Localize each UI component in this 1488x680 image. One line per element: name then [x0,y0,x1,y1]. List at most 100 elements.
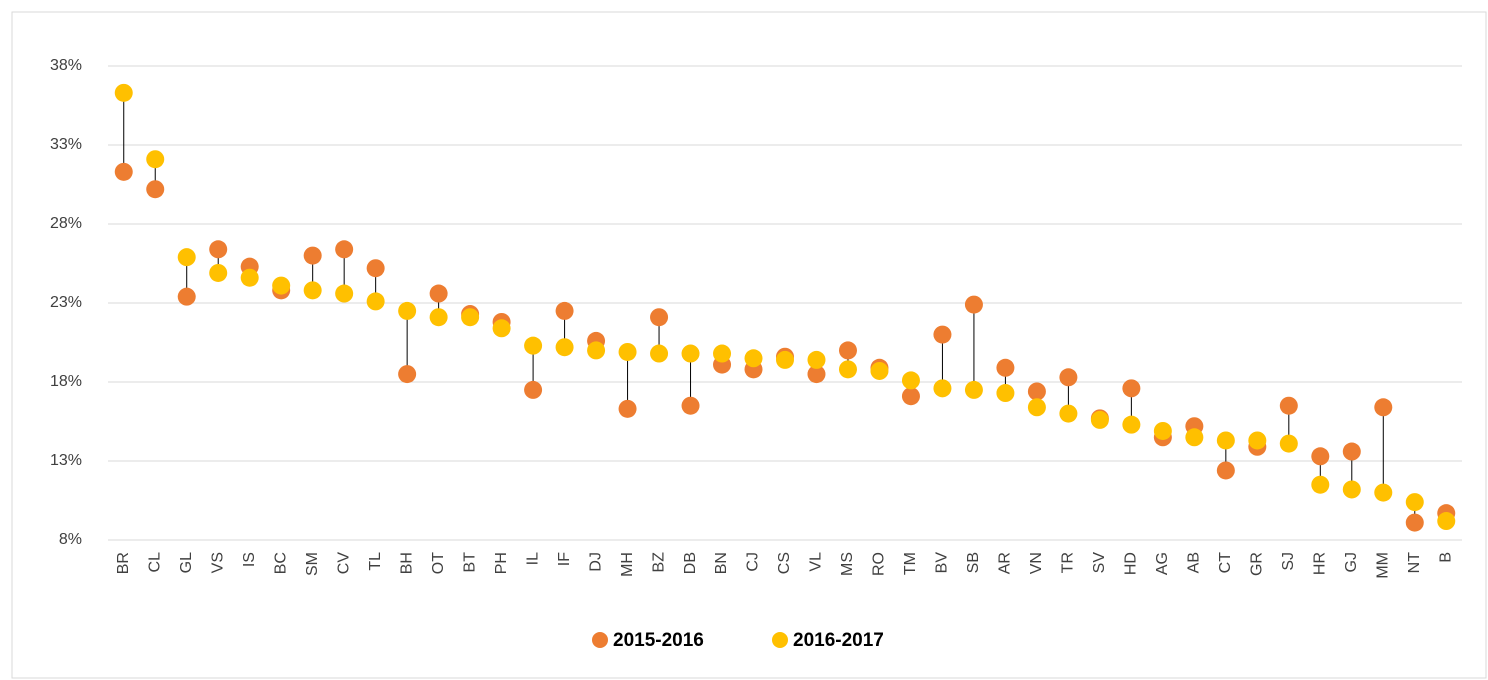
x-tick-label: VN [1028,552,1045,574]
y-tick-label: 13% [50,452,82,469]
dot [996,358,1015,377]
dot [114,162,133,181]
dot [870,361,889,380]
dot [1122,379,1141,398]
x-tick-label: PH [493,552,510,574]
dot [1342,480,1361,499]
x-tick-label: MH [619,552,636,577]
x-tick-label: TM [902,552,919,575]
dot [650,344,669,363]
x-tick-label: AG [1154,552,1171,575]
dot [901,387,920,406]
dot [681,344,700,363]
x-tick-label: AR [997,552,1014,574]
dot [555,338,574,357]
dot [1374,483,1393,502]
x-tick-label: VL [808,552,825,572]
dot [146,180,165,199]
dot [1405,513,1424,532]
x-tick-label: CV [335,552,352,575]
x-tick-label: GL [178,552,195,573]
dot [838,360,857,379]
dot [1122,415,1141,434]
x-tick-label: CL [146,552,163,573]
x-tick-label: GR [1249,552,1266,576]
x-tick-label: SB [965,552,982,573]
x-tick-label: SJ [1280,552,1297,571]
x-tick-label: AB [1186,552,1203,573]
dot [838,341,857,360]
x-tick-label: CT [1217,552,1234,574]
legend-marker [772,632,788,648]
y-tick-label: 8% [59,531,82,548]
dot [713,344,732,363]
dot [240,268,259,287]
x-tick-label: BR [115,552,132,574]
dot [1342,442,1361,461]
dot [398,365,417,384]
dot [335,284,354,303]
x-tick-label: VS [209,552,226,573]
dot [681,396,700,415]
x-tick-label: BC [272,552,289,574]
dot [177,248,196,267]
dot [964,380,983,399]
y-tick-label: 28% [50,215,82,232]
dot [933,379,952,398]
dot [303,246,322,265]
dot [1311,475,1330,494]
dot [524,336,543,355]
dot [1216,461,1235,480]
dot [1216,431,1235,450]
dot [303,281,322,300]
dot [996,384,1015,403]
dot [1027,382,1046,401]
legend-label: 2015-2016 [613,630,704,651]
x-tick-label: NT [1406,552,1423,574]
dot [1279,396,1298,415]
x-tick-label: DB [682,552,699,574]
x-tick-label: DJ [587,552,604,572]
dot [1090,410,1109,429]
x-tick-label: SM [304,552,321,576]
x-tick-label: GJ [1343,552,1360,572]
dot [1059,368,1078,387]
x-tick-label: MS [839,552,856,576]
dot [1405,493,1424,512]
x-tick-label: SV [1091,552,1108,574]
dot [1185,428,1204,447]
dot [429,284,448,303]
dot [335,240,354,259]
dot [146,150,165,169]
legend-marker [592,632,608,648]
dot [744,349,763,368]
x-tick-label: CJ [745,552,762,572]
x-tick-label: BZ [650,552,667,573]
dot [1059,404,1078,423]
x-tick-label: CS [776,552,793,574]
x-tick-label: TL [367,552,384,571]
dot [1279,434,1298,453]
dot [429,308,448,327]
chart-border [11,11,1487,679]
dot [177,287,196,306]
x-tick-label: BT [461,552,478,573]
dot [618,342,637,361]
dot [1027,398,1046,417]
dot [1153,421,1172,440]
y-tick-label: 23% [50,294,82,311]
legend-label: 2016-2017 [793,630,884,651]
dot [650,308,669,327]
y-tick-label: 18% [50,373,82,390]
dot [366,259,385,278]
dot [366,292,385,311]
dot [1374,398,1393,417]
dot [1311,447,1330,466]
x-tick-label: OT [430,552,447,574]
y-tick-label: 33% [50,136,82,153]
x-tick-label: BH [398,552,415,574]
x-tick-label: HR [1312,552,1329,575]
x-tick-label: IL [524,552,541,565]
